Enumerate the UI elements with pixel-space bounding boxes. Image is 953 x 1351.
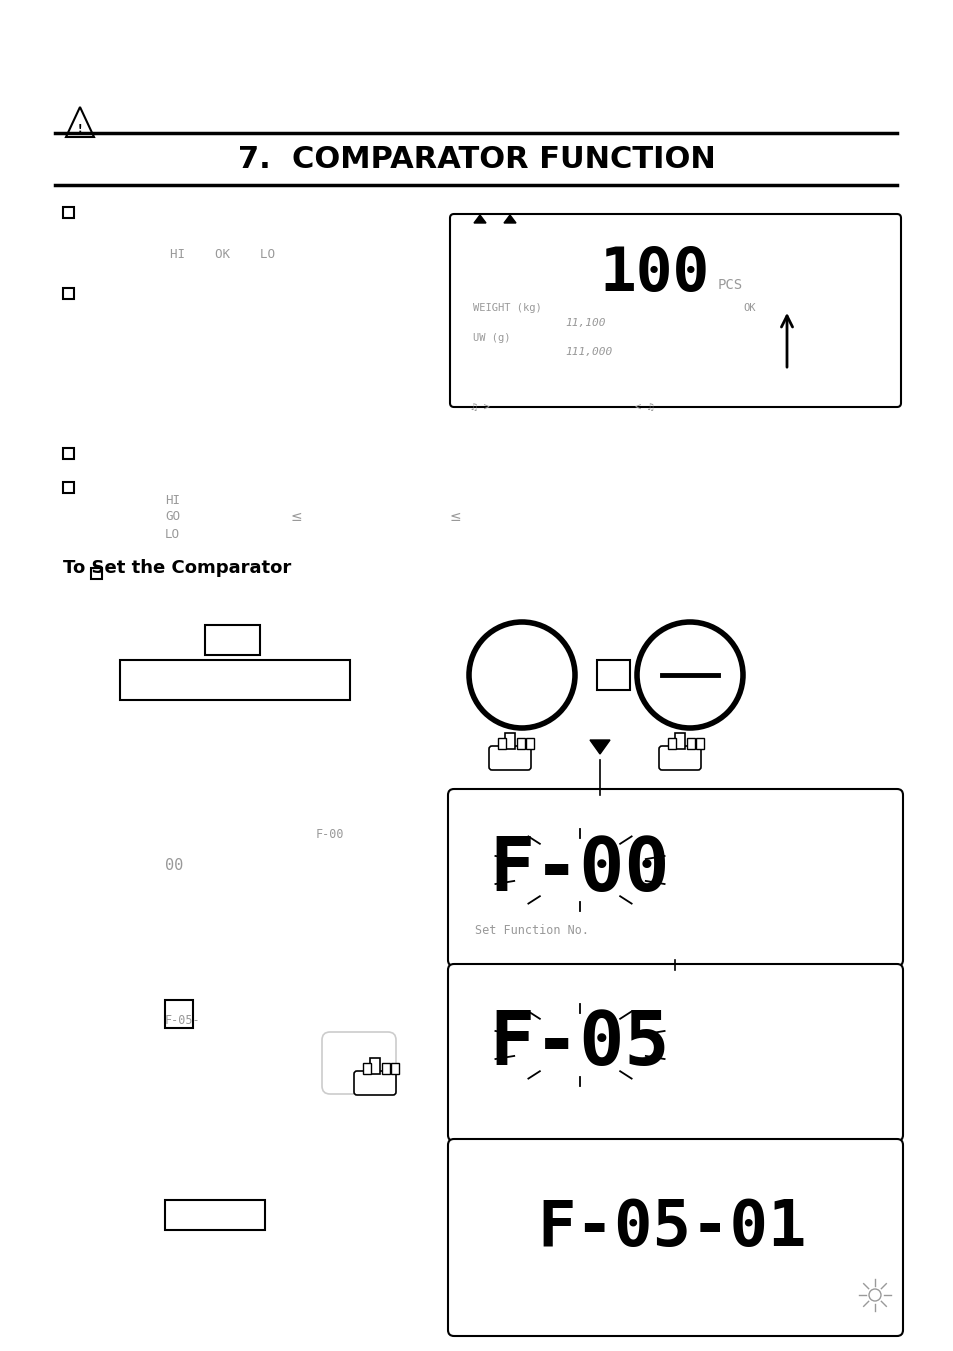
Text: < ♫: < ♫ — [635, 403, 653, 412]
FancyBboxPatch shape — [322, 1032, 395, 1094]
Bar — [63, 449, 74, 459]
Text: F-05-: F-05- — [165, 1013, 200, 1027]
FancyBboxPatch shape — [450, 213, 900, 407]
Text: To Set the Comparator: To Set the Comparator — [63, 559, 291, 577]
Text: UW (g): UW (g) — [473, 332, 510, 343]
Polygon shape — [474, 215, 485, 223]
Bar — [91, 567, 102, 580]
Text: F-05: F-05 — [489, 1008, 670, 1082]
Bar — [381, 1063, 390, 1074]
Text: !: ! — [77, 124, 82, 134]
Text: F-00: F-00 — [315, 828, 344, 842]
Text: 7.  COMPARATOR FUNCTION: 7. COMPARATOR FUNCTION — [238, 145, 715, 173]
Text: HI: HI — [165, 493, 180, 507]
Bar — [63, 482, 74, 493]
Text: GO: GO — [165, 511, 180, 523]
Text: 00: 00 — [165, 858, 183, 873]
Text: LO: LO — [165, 527, 180, 540]
Text: F-05-01: F-05-01 — [537, 1197, 806, 1259]
Text: ≤: ≤ — [291, 509, 302, 524]
FancyBboxPatch shape — [489, 746, 531, 770]
Bar — [391, 1063, 398, 1074]
FancyBboxPatch shape — [448, 789, 902, 966]
FancyBboxPatch shape — [448, 965, 902, 1142]
Polygon shape — [589, 740, 609, 754]
FancyBboxPatch shape — [448, 1139, 902, 1336]
Bar — [686, 738, 695, 748]
FancyBboxPatch shape — [659, 746, 700, 770]
Text: 11,100: 11,100 — [564, 317, 605, 328]
Bar — [205, 626, 260, 655]
Bar — [165, 1000, 193, 1028]
Bar — [165, 1200, 265, 1229]
Text: OK: OK — [742, 303, 755, 313]
Bar — [120, 661, 350, 700]
Bar — [63, 207, 74, 218]
Text: F-00: F-00 — [489, 834, 670, 907]
Bar — [363, 1063, 371, 1074]
Bar — [675, 734, 684, 748]
Bar — [370, 1058, 379, 1074]
Text: HI    OK    LO: HI OK LO — [170, 249, 274, 262]
Text: ♫ >: ♫ > — [471, 403, 489, 412]
Polygon shape — [503, 215, 516, 223]
Text: ≤: ≤ — [450, 509, 461, 524]
Bar — [525, 738, 534, 748]
Bar — [504, 734, 515, 748]
FancyBboxPatch shape — [354, 1071, 395, 1096]
Bar — [63, 288, 74, 299]
Text: 100: 100 — [599, 246, 709, 304]
Bar — [597, 661, 629, 690]
Text: Set Function No.: Set Function No. — [475, 924, 588, 936]
Bar — [667, 738, 676, 748]
Text: 111,000: 111,000 — [564, 347, 612, 357]
Text: PCS: PCS — [718, 278, 742, 292]
Text: WEIGHT (kg): WEIGHT (kg) — [473, 303, 541, 313]
Bar — [497, 738, 505, 748]
Bar — [517, 738, 524, 748]
Bar — [696, 738, 703, 748]
